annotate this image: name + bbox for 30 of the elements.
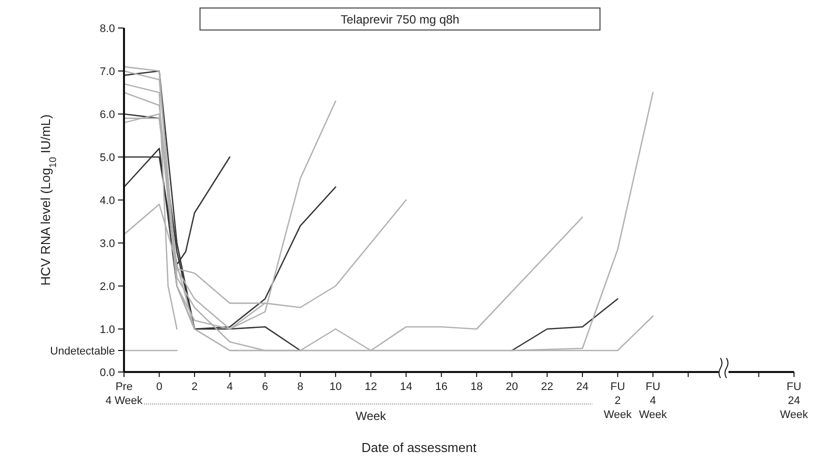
y-tick-label: 0.0 xyxy=(100,366,115,379)
x-tick-label: FU 24 Week xyxy=(780,381,808,421)
x-tick-label: FU 4 Week xyxy=(638,381,668,421)
y-tick-label: Undetectable xyxy=(50,345,115,358)
y-tick-label: 1.0 xyxy=(100,324,115,336)
x-tick-label: 24 xyxy=(576,381,589,393)
y-tick-label: 7.0 xyxy=(100,66,115,78)
y-tick-label: 5.0 xyxy=(100,152,115,164)
chart-title: Telaprevir 750 mg q8h xyxy=(340,12,460,26)
x-tick-label: Pre 4 Week xyxy=(105,381,144,407)
x-axis-title: Date of assessment xyxy=(362,440,477,455)
y-tick-label: 3.0 xyxy=(100,238,115,250)
x-tick-label: 14 xyxy=(400,381,412,393)
text: Week xyxy=(356,409,388,423)
x-tick-label: 10 xyxy=(329,381,342,393)
x-tick-label: 12 xyxy=(364,381,377,393)
y-tick-label: 6.0 xyxy=(100,108,115,121)
x-tick-label: FU 2 Week xyxy=(604,381,632,421)
x-tick-label: 4 xyxy=(226,381,233,393)
x-tick-label: 22 xyxy=(541,381,554,393)
x-tick-label: 16 xyxy=(435,381,448,393)
y-tick-label: 2.0 xyxy=(100,280,115,293)
x-tick-label: 8 xyxy=(297,381,304,393)
x-tick-label: 0 xyxy=(156,381,162,393)
x-tick-label: 6 xyxy=(262,381,268,393)
x-tick-label: 2 xyxy=(191,381,198,393)
y-tick-label: 4.0 xyxy=(100,194,115,207)
y-tick-label: 8.0 xyxy=(100,22,115,35)
x-tick-label: 20 xyxy=(506,381,518,393)
x-tick-label: 18 xyxy=(470,381,483,393)
